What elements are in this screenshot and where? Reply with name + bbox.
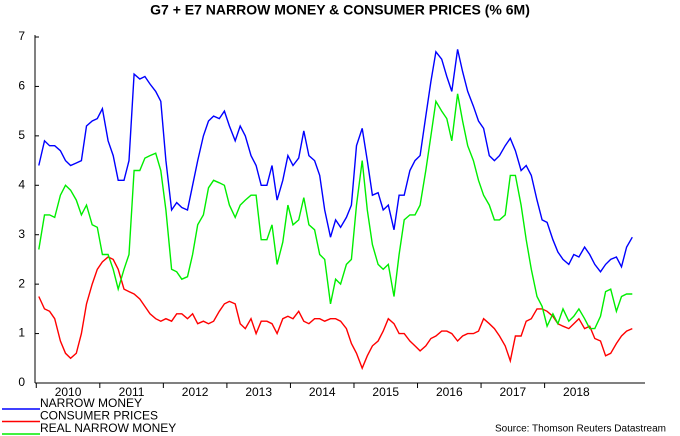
x-tick-label: 2014 bbox=[309, 385, 336, 399]
legend-label: NARROW MONEY bbox=[40, 396, 142, 410]
series-line bbox=[38, 256, 633, 371]
y-tick-label: 3 bbox=[18, 227, 25, 241]
x-tick-label: 2013 bbox=[245, 385, 272, 399]
x-tick-label: 2016 bbox=[436, 385, 463, 399]
source-note: Source: Thomson Reuters Datastream bbox=[495, 424, 666, 435]
series-line bbox=[38, 93, 633, 330]
legend-label: REAL NARROW MONEY bbox=[40, 421, 176, 435]
y-tick-label: 5 bbox=[18, 128, 25, 142]
series-line bbox=[38, 49, 633, 273]
y-tick-label: 2 bbox=[18, 276, 25, 290]
legend-label: CONSUMER PRICES bbox=[40, 409, 158, 423]
x-tick-label: 2011 bbox=[119, 385, 145, 399]
x-tick-label: 2015 bbox=[372, 385, 399, 399]
y-tick-label: 6 bbox=[18, 79, 25, 93]
y-tick-label: 1 bbox=[18, 326, 25, 340]
y-tick-label: 7 bbox=[18, 29, 25, 43]
x-tick-label: 2010 bbox=[55, 385, 82, 399]
x-tick-label: 2017 bbox=[499, 385, 526, 399]
chart-title: G7 + E7 NARROW MONEY & CONSUMER PRICES (… bbox=[150, 2, 530, 18]
y-tick-label: 0 bbox=[18, 375, 25, 389]
x-tick-label: 2012 bbox=[182, 385, 209, 399]
x-tick-label: 2018 bbox=[563, 385, 590, 399]
y-tick-label: 4 bbox=[18, 177, 25, 191]
